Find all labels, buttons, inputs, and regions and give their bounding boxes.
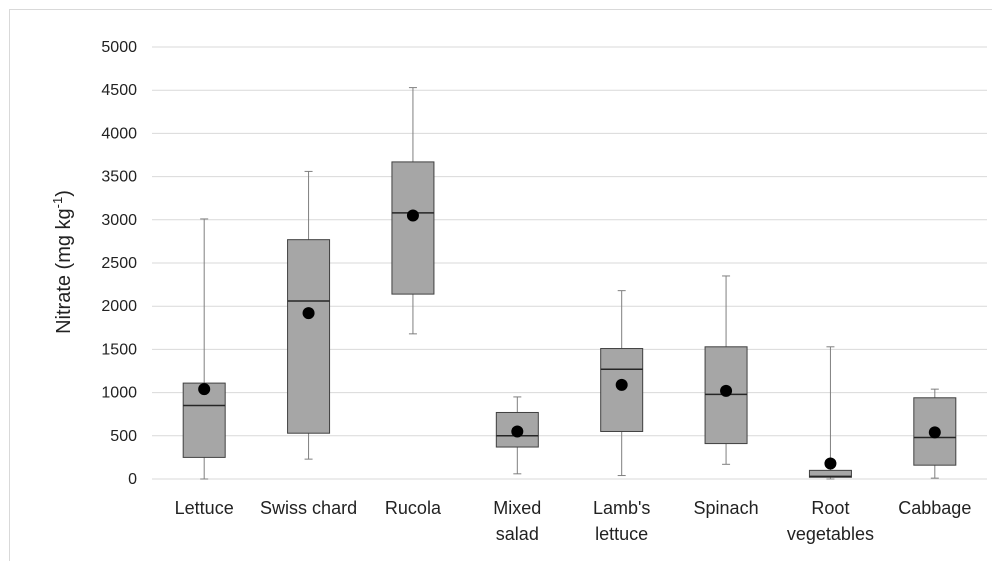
box-group <box>182 218 226 480</box>
iqr-box <box>287 239 331 434</box>
mean-marker <box>198 383 211 396</box>
box-group <box>808 346 852 480</box>
y-tick-label: 3500 <box>101 169 137 186</box>
mean-marker <box>615 378 628 391</box>
box-group <box>391 87 435 335</box>
x-category-label: Root <box>811 498 849 518</box>
y-tick-label: 2000 <box>101 298 137 315</box>
gridlines <box>152 46 987 437</box>
y-tick-label: 4500 <box>101 82 137 99</box>
x-category-label: Lamb's <box>593 498 650 518</box>
chart-frame <box>9 9 992 561</box>
box-group <box>704 275 748 465</box>
mean-marker <box>406 209 419 222</box>
iqr-box <box>808 469 852 478</box>
x-category-label: Rucola <box>385 498 442 518</box>
mean-marker <box>720 384 733 397</box>
box-group <box>287 170 331 460</box>
y-axis-ticks: 0 500 1000 1500 2000 2500 3000 3500 4000 4500 5000 <box>101 39 137 488</box>
y-tick-label: 1000 <box>101 385 137 402</box>
mean-marker <box>824 457 837 470</box>
x-axis-labels: Lettuce Swiss chard Rucola Mixed salad Lamb's… <box>175 498 972 544</box>
box-group <box>600 290 644 477</box>
mean-marker <box>928 426 941 439</box>
y-tick-label: 0 <box>128 471 137 488</box>
box-group <box>495 396 539 475</box>
y-tick-label: 500 <box>110 428 137 445</box>
y-axis-label: Nitrate (mg kg-1) <box>50 190 75 334</box>
x-category-label: Cabbage <box>898 498 971 518</box>
box-group <box>913 388 957 479</box>
mean-marker <box>302 307 315 320</box>
boxes <box>182 87 957 480</box>
x-category-label: lettuce <box>595 524 648 544</box>
x-category-label: Mixed <box>493 498 541 518</box>
x-category-label: vegetables <box>787 524 874 544</box>
x-category-label: Spinach <box>694 498 759 518</box>
y-tick-label: 4000 <box>101 125 137 142</box>
x-category-label: Lettuce <box>175 498 234 518</box>
iqr-box <box>182 382 226 458</box>
mean-marker <box>511 425 524 438</box>
y-tick-label: 2500 <box>101 255 137 272</box>
y-tick-label: 3000 <box>101 212 137 229</box>
y-tick-label: 5000 <box>101 39 137 56</box>
iqr-box <box>391 161 435 295</box>
y-tick-label: 1500 <box>101 341 137 358</box>
x-category-label: salad <box>496 524 539 544</box>
x-category-label: Swiss chard <box>260 498 357 518</box>
